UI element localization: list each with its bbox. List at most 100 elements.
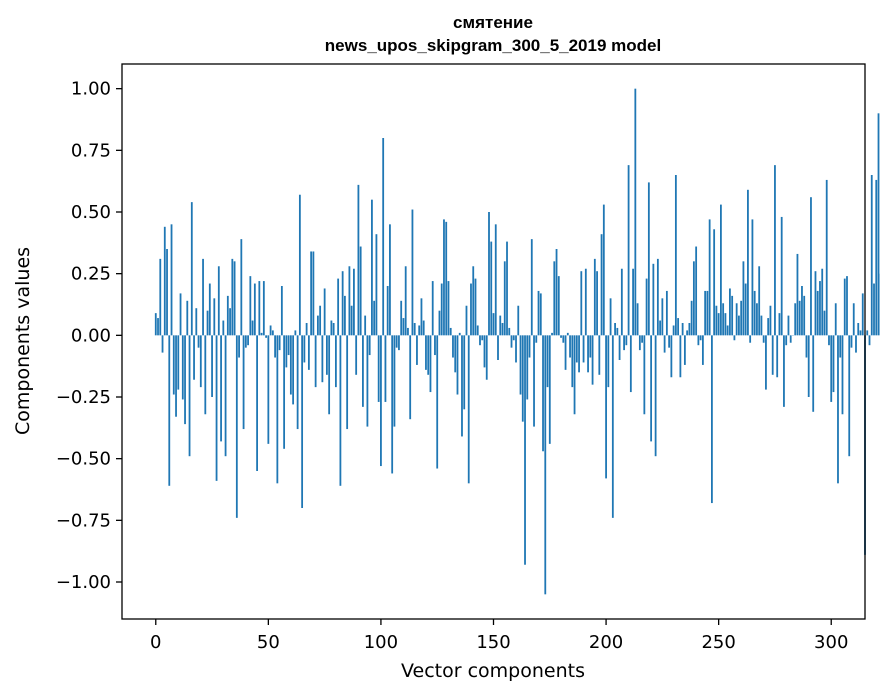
bar [454, 335, 457, 373]
bar [629, 335, 632, 393]
bar [839, 335, 842, 358]
bar [296, 335, 299, 430]
bar [652, 263, 655, 336]
x-tick-label: 300 [814, 632, 848, 653]
bar [706, 290, 709, 336]
bar [220, 335, 222, 442]
bar [319, 305, 322, 336]
bar [690, 300, 693, 336]
bar [557, 276, 560, 336]
bar [789, 335, 792, 343]
bar [287, 335, 290, 356]
bar [492, 313, 495, 336]
bar [154, 313, 157, 336]
bar [497, 335, 499, 360]
bar [316, 315, 319, 336]
bar [244, 335, 247, 348]
bar [533, 335, 535, 427]
bar [364, 315, 367, 336]
bar [458, 332, 461, 336]
bar [765, 335, 767, 390]
bar [382, 138, 385, 336]
bar [848, 335, 851, 457]
bar [801, 286, 803, 336]
bar [711, 335, 713, 504]
bar [470, 283, 472, 336]
bar [632, 268, 634, 336]
bar [670, 335, 673, 378]
bar [852, 303, 855, 336]
bar [704, 290, 707, 336]
bar [681, 323, 684, 336]
bar [305, 323, 308, 336]
bar [744, 283, 747, 336]
bar [645, 278, 648, 336]
bar [735, 303, 738, 336]
x-tick-label: 100 [364, 632, 398, 653]
bar [337, 278, 340, 336]
bar [855, 335, 857, 353]
bar [325, 335, 328, 375]
bar [521, 335, 524, 422]
bar [679, 335, 682, 378]
bar [256, 335, 258, 471]
bar [548, 335, 551, 444]
bar [472, 266, 475, 336]
bar [821, 268, 824, 336]
bar [170, 224, 173, 336]
y-tick-label: −0.75 [56, 510, 111, 531]
bar [190, 202, 193, 336]
bar [485, 335, 488, 380]
bar [280, 286, 283, 336]
bar [271, 330, 274, 336]
y-tick-label: 0.00 [71, 325, 111, 346]
bar [620, 268, 623, 336]
bar [861, 293, 864, 336]
bar [278, 335, 281, 351]
bar [692, 261, 695, 336]
bar [391, 335, 394, 474]
y-tick-label: 0.75 [71, 140, 111, 161]
bar [715, 305, 718, 336]
bar [172, 335, 175, 395]
bar [292, 335, 295, 405]
bar [828, 335, 830, 346]
bar [443, 219, 445, 336]
bar [733, 335, 736, 341]
bar [465, 305, 468, 336]
bar [528, 335, 531, 358]
bar [564, 335, 567, 370]
bar [551, 332, 553, 336]
bar [193, 335, 195, 380]
bar [436, 335, 439, 469]
bar [688, 323, 691, 336]
bar [787, 315, 790, 336]
x-tick-label: 0 [150, 632, 161, 653]
bar [724, 313, 727, 336]
bar [720, 204, 722, 336]
bar [605, 335, 607, 479]
bar [524, 335, 526, 565]
bar [418, 325, 421, 336]
x-tick-label: 250 [701, 632, 735, 653]
bar [665, 290, 668, 336]
bar [866, 330, 869, 336]
bar [407, 327, 409, 336]
bar [609, 298, 612, 336]
bar [501, 323, 504, 336]
bar [638, 335, 641, 351]
bar [355, 335, 358, 375]
bar [368, 335, 371, 356]
bar [323, 288, 326, 336]
bar [229, 308, 231, 336]
bar [303, 335, 306, 363]
bar [697, 335, 700, 346]
bar [701, 335, 704, 365]
bar [569, 335, 571, 358]
bar [409, 335, 412, 420]
bar [776, 335, 779, 378]
bar [774, 165, 776, 336]
bar [663, 335, 666, 353]
bar [321, 335, 324, 383]
bar [562, 335, 565, 343]
